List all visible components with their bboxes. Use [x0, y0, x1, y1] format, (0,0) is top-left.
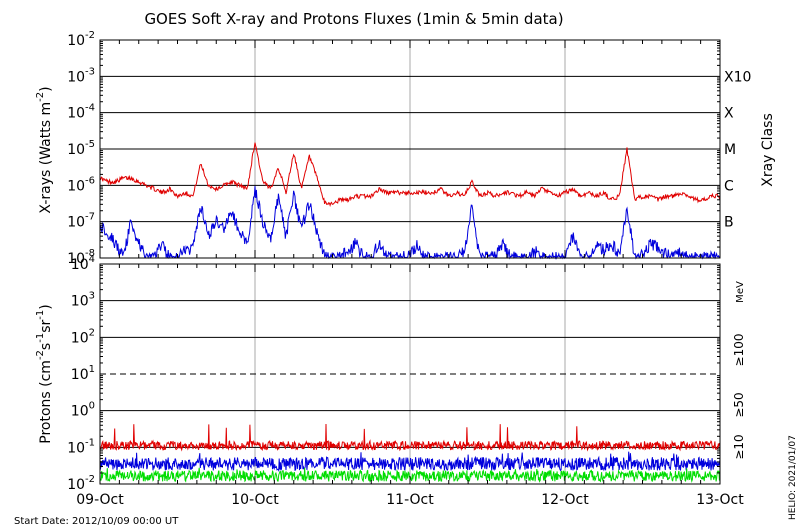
proton-tick-label: 10-2: [67, 474, 95, 493]
x-tick-label: 09-Oct: [76, 492, 124, 508]
xray-class-label: B: [724, 215, 734, 231]
chart-title: GOES Soft X-ray and Protons Fluxes (1min…: [144, 10, 563, 28]
x-tick-label: 10-Oct: [231, 492, 279, 508]
proton-tick-label: 103: [71, 291, 95, 310]
helio-credit: HELIO: 2021/01/07: [788, 435, 798, 520]
proton-series-red: [99, 423, 721, 452]
xray-tick-label: 10-2: [67, 30, 95, 49]
xray-class-label: M: [724, 142, 736, 158]
xray-tick-label: 10-7: [67, 212, 95, 231]
xray-axis-label: X-rays (Watts m-2): [35, 86, 54, 213]
xray-tick-label: 10-4: [67, 103, 95, 122]
xray-class-label: C: [724, 178, 734, 194]
proton-legend-red: ≥10: [732, 434, 746, 459]
proton-tick-label: 101: [71, 364, 95, 383]
proton-tick-label: 104: [71, 254, 95, 273]
start-date: Start Date: 2012/10/09 00:00 UT: [14, 516, 179, 527]
xray-series-red: [99, 142, 721, 207]
xray-class-label: X: [724, 106, 734, 122]
proton-legend-green: ≥100: [732, 334, 746, 367]
proton-unit-label: MeV: [735, 281, 746, 303]
x-tick-label: 12-Oct: [541, 492, 589, 508]
x-tick-label: 13-Oct: [696, 492, 744, 508]
xray-class-label: X10: [724, 69, 751, 85]
xray-tick-label: 10-6: [67, 175, 95, 194]
xray-tick-label: 10-8: [67, 248, 95, 267]
proton-legend-blue: ≥50: [732, 392, 746, 417]
proton-tick-label: 102: [71, 327, 95, 346]
xray-tick-label: 10-5: [67, 139, 95, 158]
proton-axis-label: Protons (cm-2s-1sr-1): [35, 304, 54, 443]
proton-tick-label: 10-1: [67, 437, 95, 456]
proton-series-blue: [99, 451, 721, 473]
proton-tick-label: 100: [71, 401, 95, 420]
xray-tick-label: 10-3: [67, 66, 95, 85]
xray-class-axis-label: Xray Class: [760, 113, 776, 187]
x-tick-label: 11-Oct: [386, 492, 434, 508]
